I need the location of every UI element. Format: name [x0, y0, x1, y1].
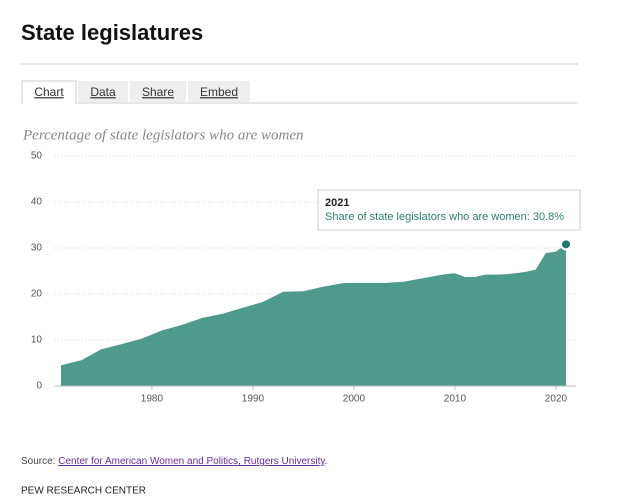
footer: PEW RESEARCH CENTER: [21, 486, 146, 497]
x-tick-label: 2010: [444, 394, 467, 405]
source-suffix: .: [325, 456, 328, 467]
tooltip-title: 2021: [325, 197, 349, 209]
tab[interactable]: [130, 81, 186, 102]
tab[interactable]: [78, 81, 128, 102]
y-tick-label: 0: [36, 381, 42, 392]
area: [61, 244, 566, 386]
tab-label[interactable]: Chart: [34, 85, 64, 99]
tooltip-text: Share of state legislators who are women…: [325, 211, 564, 223]
y-tick-label: 20: [31, 289, 43, 300]
y-tick-label: 30: [31, 243, 43, 254]
x-tick-label: 2020: [545, 394, 568, 405]
page-title: State legislatures: [21, 20, 203, 45]
source-label: Source:: [21, 456, 55, 467]
highlight-point: [560, 238, 572, 251]
x-tick-label: 2000: [343, 394, 366, 405]
y-tick-label: 10: [31, 335, 43, 346]
x-tick-label: 1980: [141, 394, 164, 405]
tab-label[interactable]: Share: [142, 85, 174, 99]
plot: 0 10 20 30 40 50 1980 1990 2000 2010 2020: [31, 151, 576, 405]
tab-label[interactable]: Data: [90, 85, 116, 99]
tab[interactable]: [188, 81, 250, 102]
y-tick-label: 50: [31, 151, 43, 162]
source: Source: Center for American Women and Po…: [21, 456, 327, 467]
chart-subtitle: Percentage of state legislators who are …: [22, 127, 304, 143]
y-tick-label: 40: [31, 197, 43, 208]
tooltip-box: [317, 189, 581, 231]
source-link[interactable]: Center for American Women and Politics, …: [58, 456, 325, 467]
tooltip: 2021 Share of state legislators who are …: [317, 189, 581, 231]
x-tick-label: 1990: [242, 394, 265, 405]
tab-label[interactable]: Embed: [200, 85, 238, 99]
